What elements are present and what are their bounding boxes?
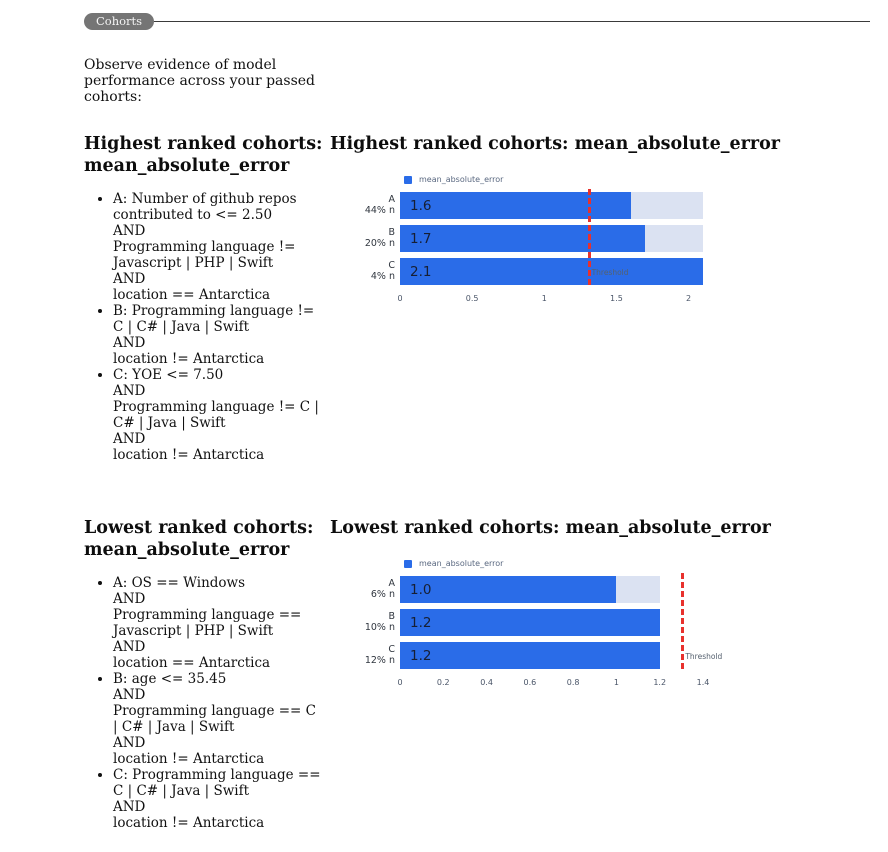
chart-rows: Threshold 1.0 1.2 1.2 xyxy=(400,573,722,669)
y-axis: A 6% n B 10% n C 12% n xyxy=(364,576,400,689)
threshold-line xyxy=(587,189,591,285)
x-tick-label: 2 xyxy=(686,294,692,303)
x-tick-label: 0.4 xyxy=(480,678,493,687)
bar: 1.2 xyxy=(400,609,660,636)
section-highest-right: Highest ranked cohorts: mean_absolute_er… xyxy=(330,133,870,463)
plot-area: Threshold 1.0 1.2 1.2 0 0.2 0.4 0.6 0.8 1 1.2 1.4 xyxy=(397,573,722,689)
y-axis-label: B 20% n xyxy=(364,227,395,249)
y-axis-label: A 44% n xyxy=(364,194,395,216)
threshold-label: Threshold xyxy=(591,268,629,277)
section-highest-left: Highest ranked cohorts: mean_absolute_er… xyxy=(84,133,330,463)
bar-value-label: 1.0 xyxy=(410,581,432,598)
x-tick-label: 1 xyxy=(613,678,619,687)
bar-track: 1.7 xyxy=(400,225,703,252)
chart-highest: mean_absolute_error A 44% n B 20% n C 4% n Th… xyxy=(364,175,870,305)
bar-value-label: 1.2 xyxy=(410,647,432,664)
y-axis-label: A 6% n xyxy=(370,578,395,600)
section-highest-title: Highest ranked cohorts: mean_absolute_er… xyxy=(84,134,323,176)
cohort-list-highest: A: Number of github repos contributed to… xyxy=(84,191,330,463)
threshold-line xyxy=(681,573,685,669)
bar-track: 2.1 xyxy=(400,258,703,285)
legend-label: mean_absolute_error xyxy=(419,175,504,184)
legend-swatch-icon xyxy=(404,559,412,568)
chart-lowest: mean_absolute_error A 6% n B 10% n C 12% n Th… xyxy=(364,559,870,689)
chart-rows: Threshold 1.6 1.7 2.1 xyxy=(400,189,703,285)
bar: 1.2 xyxy=(400,642,660,669)
bar: 1.6 xyxy=(400,192,631,219)
x-axis: 0 0.2 0.4 0.6 0.8 1 1.2 1.4 xyxy=(397,675,709,689)
legend-label: mean_absolute_error xyxy=(419,559,504,568)
plot-area: Threshold 1.6 1.7 2.1 0 0.5 1 1.5 2 xyxy=(397,189,703,305)
intro-text: Observe evidence of model performance ac… xyxy=(84,57,316,105)
list-item: C: YOE <= 7.50 AND Programming language … xyxy=(113,367,330,463)
cohorts-panel: Cohorts Observe evidence of model perfor… xyxy=(0,0,888,831)
x-tick-label: 1.2 xyxy=(653,678,667,687)
bar: 2.1 xyxy=(400,258,703,285)
bar-track: 1.2 xyxy=(400,642,660,669)
y-axis-label: C 4% n xyxy=(370,260,395,282)
legend-item[interactable]: mean_absolute_error xyxy=(404,559,870,568)
x-tick-label: 1.4 xyxy=(696,678,710,687)
section-lowest-left: Lowest ranked cohorts: mean_absolute_err… xyxy=(84,517,330,831)
list-item: B: Programming language != C | C# | Java… xyxy=(113,303,330,367)
bar-value-label: 1.7 xyxy=(410,230,432,247)
cohort-list-lowest: A: OS == Windows AND Programming languag… xyxy=(84,575,330,831)
x-tick-label: 0.2 xyxy=(436,678,450,687)
x-tick-label: 0 xyxy=(397,294,403,303)
bar-value-label: 2.1 xyxy=(410,263,432,280)
section-highest: Highest ranked cohorts: mean_absolute_er… xyxy=(84,133,870,463)
cohorts-badge: Cohorts xyxy=(84,13,155,30)
bar-value-label: 1.2 xyxy=(410,614,432,631)
list-item: C: Programming language == C | C# | Java… xyxy=(113,767,330,831)
bar-track: 1.6 xyxy=(400,192,703,219)
list-item: A: Number of github repos contributed to… xyxy=(113,191,330,303)
threshold-label: Threshold xyxy=(685,652,723,661)
bar: 1.7 xyxy=(400,225,646,252)
y-axis-label: C 12% n xyxy=(364,644,395,666)
bar-value-label: 1.6 xyxy=(410,197,432,214)
list-item: A: OS == Windows AND Programming languag… xyxy=(113,575,330,671)
x-axis: 0 0.5 1 1.5 2 xyxy=(397,291,703,305)
y-axis-label: B 10% n xyxy=(364,611,395,633)
fieldset-header: Cohorts xyxy=(84,13,870,30)
x-tick-label: 0.5 xyxy=(465,294,479,303)
x-tick-label: 0 xyxy=(397,678,403,687)
y-axis: A 44% n B 20% n C 4% n xyxy=(364,192,400,305)
chart-lowest-title: Lowest ranked cohorts: mean_absolute_err… xyxy=(330,518,771,538)
x-tick-label: 1 xyxy=(541,294,547,303)
section-lowest: Lowest ranked cohorts: mean_absolute_err… xyxy=(84,517,870,831)
bar-track: 1.2 xyxy=(400,609,660,636)
x-tick-label: 0.6 xyxy=(523,678,537,687)
x-tick-label: 0.8 xyxy=(566,678,580,687)
header-rule xyxy=(154,21,870,22)
bar: 1.0 xyxy=(400,576,617,603)
chart-highest-title: Highest ranked cohorts: mean_absolute_er… xyxy=(330,134,780,154)
legend-item[interactable]: mean_absolute_error xyxy=(404,175,870,184)
bar-track: 1.0 xyxy=(400,576,660,603)
section-lowest-right: Lowest ranked cohorts: mean_absolute_err… xyxy=(330,517,870,831)
legend-swatch-icon xyxy=(404,175,412,184)
x-tick-label: 1.5 xyxy=(610,294,623,303)
list-item: B: age <= 35.45 AND Programming language… xyxy=(113,671,330,767)
section-lowest-title: Lowest ranked cohorts: mean_absolute_err… xyxy=(84,518,314,560)
